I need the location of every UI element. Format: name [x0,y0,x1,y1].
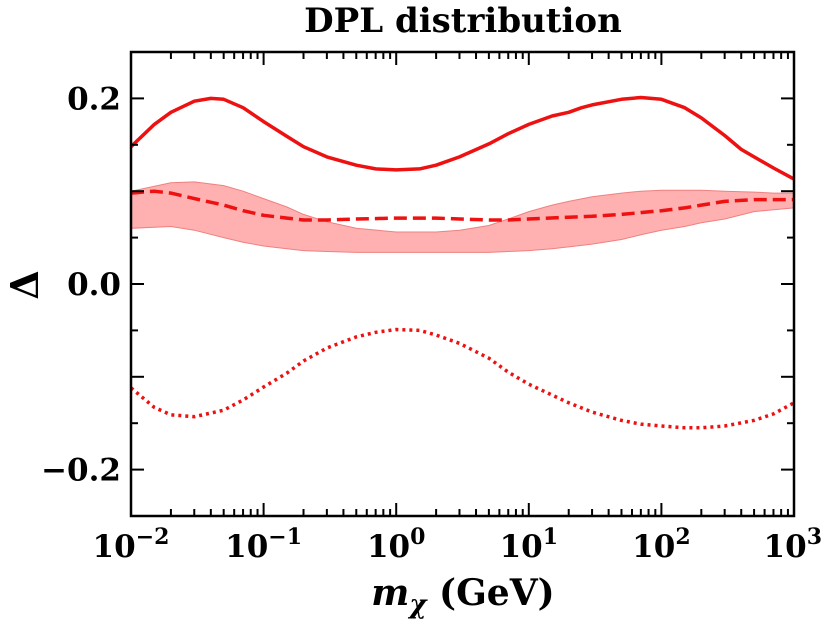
x-tick-label: 102 [632,524,690,565]
y-tick-label: 0.2 [67,81,121,117]
band-layer [130,181,795,253]
x-tick-label: 103 [764,524,822,565]
band-area [130,181,795,253]
series-layer [129,95,795,430]
series-line-central [130,189,794,222]
y-tick-label: −0.2 [41,453,121,489]
chart-title: DPL distribution [304,1,622,41]
x-tick-label: 10−1 [225,524,302,565]
tick-layer: 0.2 0.0 −0.2 10−2 10−1 100 101 102 103 [41,51,822,565]
x-axis-label: mχ (GeV) [371,572,554,620]
ylabel-layer: Δ [2,270,47,299]
y-tick-label: 0.0 [67,267,121,303]
x-tick-label: 101 [500,524,558,565]
y-axis-label: Δ [2,270,47,299]
x-tick-label: 10−2 [93,524,170,565]
x-tick-label: 100 [367,524,425,565]
xlabel-layer: mχ (GeV) [371,572,554,620]
plot-frame [129,50,796,518]
series-line-upper [129,95,795,181]
series-line-lower [129,327,795,430]
